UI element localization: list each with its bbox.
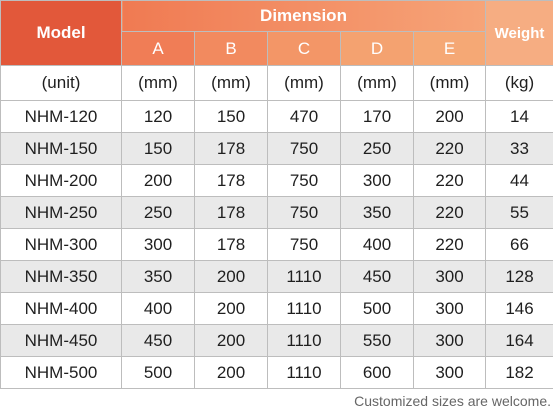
table-row: NHM-150 150 178 750 250 220 33 [0,132,553,165]
model-cell: NHM-250 [0,196,122,229]
dimension-header: Dimension [120,0,487,33]
dimension-a-header: A [121,31,195,66]
weight-cell: 146 [485,292,553,325]
dimension-d-cell: 300 [340,164,414,197]
table-row: NHM-500 500 200 1110 600 300 182 [0,356,553,389]
dimension-c-cell: 750 [267,164,341,197]
table-row: NHM-450 450 200 1110 550 300 164 [0,324,553,357]
dimension-c-cell: 470 [267,100,341,133]
dimension-d-cell: 450 [340,260,414,293]
model-cell: NHM-150 [0,132,122,165]
weight-cell: 14 [485,100,553,133]
unit-e-cell: (mm) [412,65,487,101]
model-cell: NHM-120 [0,100,122,133]
dimension-e-cell: 220 [412,196,487,229]
dimension-d-cell: 500 [340,292,414,325]
dimension-c-header: C [267,31,341,66]
weight-cell: 128 [485,260,553,293]
table-row: NHM-250 250 178 750 350 220 55 [0,196,553,229]
table-row: NHM-350 350 200 1110 450 300 128 [0,260,553,293]
model-cell: NHM-450 [0,324,122,357]
dimension-d-cell: 550 [340,324,414,357]
weight-header: Weight [485,0,553,66]
dimension-c-cell: 1110 [267,260,341,293]
dimension-e-cell: 220 [412,164,487,197]
weight-cell: 66 [485,228,553,261]
model-cell: NHM-300 [0,228,122,261]
dimension-c-cell: 750 [267,132,341,165]
model-cell: NHM-500 [0,356,122,389]
dimension-e-cell: 300 [412,356,487,389]
dimension-b-cell: 200 [194,324,268,357]
weight-cell: 44 [485,164,553,197]
dimension-e-cell: 200 [412,100,487,133]
weight-cell: 55 [485,196,553,229]
dimension-d-header: D [340,31,414,66]
dimension-d-cell: 600 [340,356,414,389]
dimension-d-cell: 170 [340,100,414,133]
dimension-b-cell: 178 [194,196,268,229]
weight-cell: 33 [485,132,553,165]
model-cell: NHM-200 [0,164,122,197]
dimension-c-cell: 1110 [267,356,341,389]
dimension-d-cell: 250 [340,132,414,165]
weight-cell: 182 [485,356,553,389]
dimension-a-cell: 450 [121,324,195,357]
unit-b-cell: (mm) [194,65,268,101]
dimension-a-cell: 350 [121,260,195,293]
weight-cell: 164 [485,324,553,357]
dimension-e-cell: 300 [412,260,487,293]
dimension-b-cell: 150 [194,100,268,133]
unit-d-cell: (mm) [340,65,414,101]
dimension-b-cell: 200 [194,356,268,389]
dimension-e-cell: 300 [412,292,487,325]
dimension-a-cell: 200 [121,164,195,197]
unit-weight-cell: (kg) [485,65,553,101]
dimension-d-cell: 350 [340,196,414,229]
dimension-e-cell: 220 [412,228,487,261]
model-header: Model [0,0,122,66]
dimension-a-cell: 500 [121,356,195,389]
dimension-b-header: B [194,31,268,66]
dimension-e-header: E [412,31,487,66]
unit-model-cell: (unit) [0,65,122,101]
table-row: NHM-200 200 178 750 300 220 44 [0,164,553,197]
unit-c-cell: (mm) [267,65,341,101]
dimension-d-cell: 400 [340,228,414,261]
dimension-b-cell: 200 [194,292,268,325]
table-row: NHM-120 120 150 470 170 200 14 [0,100,553,133]
dimension-c-cell: 750 [267,196,341,229]
model-cell: NHM-400 [0,292,122,325]
dimension-a-cell: 400 [121,292,195,325]
footnote: Customized sizes are welcome. [354,393,551,409]
dimension-a-cell: 300 [121,228,195,261]
table-row: NHM-400 400 200 1110 500 300 146 [0,292,553,325]
spec-table: Model Dimension Weight A B C D E (unit) … [0,0,553,389]
dimension-b-cell: 178 [194,228,268,261]
dimension-a-cell: 150 [121,132,195,165]
dimension-c-cell: 750 [267,228,341,261]
table-row: NHM-300 300 178 750 400 220 66 [0,228,553,261]
model-cell: NHM-350 [0,260,122,293]
dimension-b-cell: 178 [194,132,268,165]
dimension-e-cell: 220 [412,132,487,165]
dimension-a-cell: 120 [121,100,195,133]
dimension-b-cell: 200 [194,260,268,293]
units-row: (unit) (mm) (mm) (mm) (mm) (mm) (kg) [0,65,553,101]
dimension-a-cell: 250 [121,196,195,229]
dimension-e-cell: 300 [412,324,487,357]
dimension-c-cell: 1110 [267,292,341,325]
dimension-c-cell: 1110 [267,324,341,357]
dimension-b-cell: 178 [194,164,268,197]
unit-a-cell: (mm) [121,65,195,101]
